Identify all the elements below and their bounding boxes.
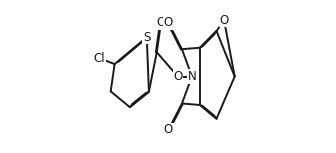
Text: O: O xyxy=(164,16,173,29)
Text: O: O xyxy=(156,16,166,29)
Text: O: O xyxy=(173,70,182,83)
Text: Cl: Cl xyxy=(94,52,105,65)
Text: S: S xyxy=(143,31,151,44)
Text: O: O xyxy=(219,14,229,27)
Text: N: N xyxy=(187,70,196,83)
Text: O: O xyxy=(164,123,173,136)
